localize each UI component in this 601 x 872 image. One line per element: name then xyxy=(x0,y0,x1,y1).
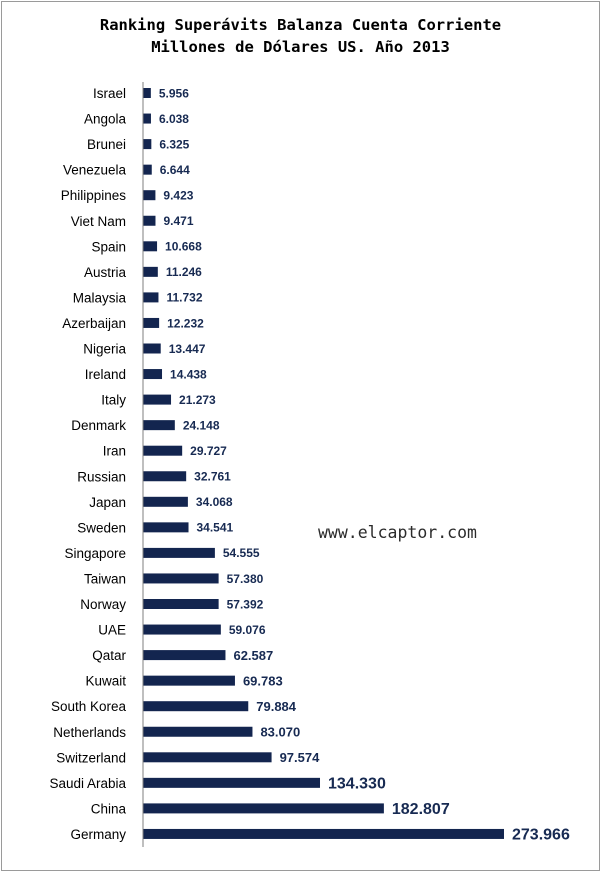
data-label: 79.884 xyxy=(256,699,297,714)
bars-layer xyxy=(143,88,504,839)
data-label: 24.148 xyxy=(183,418,220,432)
bar xyxy=(143,420,175,431)
category-label: Spain xyxy=(91,239,126,254)
chart-title: Ranking Superávits Balanza Cuenta Corrie… xyxy=(99,16,502,34)
data-label: 6.325 xyxy=(159,137,189,151)
data-label: 12.232 xyxy=(167,316,204,330)
bar xyxy=(143,573,219,584)
bar xyxy=(143,726,253,737)
category-label: Singapore xyxy=(64,546,126,561)
watermark-text: www.elcaptor.com xyxy=(318,523,477,542)
category-label: Japan xyxy=(89,495,126,510)
category-label: Kuwait xyxy=(85,674,126,689)
data-label: 57.392 xyxy=(227,597,264,611)
data-label: 97.574 xyxy=(280,750,321,765)
data-label: 14.438 xyxy=(170,367,207,381)
data-label: 6.644 xyxy=(160,163,190,177)
category-label: Qatar xyxy=(92,648,126,663)
data-label: 62.587 xyxy=(233,648,273,663)
category-label: Netherlands xyxy=(53,725,126,740)
category-label: Germany xyxy=(70,827,126,842)
bar xyxy=(143,752,272,763)
category-label: Angola xyxy=(84,112,127,127)
category-label: Ireland xyxy=(85,367,126,382)
category-label: Switzerland xyxy=(56,750,126,765)
category-label: UAE xyxy=(98,623,126,638)
chart-subtitle: Millones de Dólares US. Año 2013 xyxy=(151,38,450,56)
category-label: Viet Nam xyxy=(71,214,126,229)
bar xyxy=(143,547,215,558)
bar xyxy=(143,675,235,686)
data-label: 273.966 xyxy=(512,827,570,844)
bar xyxy=(143,266,158,277)
bar xyxy=(143,139,152,150)
data-label: 29.727 xyxy=(190,444,227,458)
data-label: 69.783 xyxy=(243,673,283,688)
bar xyxy=(143,471,187,482)
bar xyxy=(143,701,249,712)
bar xyxy=(143,650,226,661)
data-label: 5.956 xyxy=(159,86,189,100)
chart-title-block: Ranking Superávits Balanza Cuenta Corrie… xyxy=(0,14,601,58)
category-label: Azerbaijan xyxy=(62,316,126,331)
category-label: Iran xyxy=(103,444,126,459)
category-label: Sweden xyxy=(77,520,126,535)
category-label: Philippines xyxy=(61,188,127,203)
bar xyxy=(143,343,161,354)
data-label: 83.070 xyxy=(260,724,300,739)
data-label: 9.471 xyxy=(163,214,193,228)
category-label: China xyxy=(91,801,127,816)
category-label: Denmark xyxy=(71,418,126,433)
category-label: Saudi Arabia xyxy=(49,776,126,791)
bar xyxy=(143,803,384,814)
bar xyxy=(143,522,189,533)
category-label: Venezuela xyxy=(63,163,127,178)
data-label: 59.076 xyxy=(229,623,266,637)
bar xyxy=(143,164,152,175)
data-label: 34.068 xyxy=(196,495,233,509)
bar xyxy=(143,599,219,609)
bar xyxy=(143,496,188,507)
bar xyxy=(143,394,172,405)
bar xyxy=(143,88,151,98)
category-label: Taiwan xyxy=(84,571,126,586)
data-label: 13.447 xyxy=(169,342,206,356)
data-label: 134.330 xyxy=(328,776,386,793)
category-label: Italy xyxy=(101,393,126,408)
bar xyxy=(143,113,151,124)
bar xyxy=(143,624,221,635)
data-label: 9.423 xyxy=(163,189,193,203)
data-label: 54.555 xyxy=(223,546,260,560)
bar xyxy=(143,190,156,201)
category-label: Brunei xyxy=(87,137,126,152)
category-label: Austria xyxy=(84,265,127,280)
category-label: Norway xyxy=(80,597,126,612)
bar xyxy=(143,445,183,456)
category-label: South Korea xyxy=(51,699,127,714)
data-label: 11.246 xyxy=(166,265,202,279)
bar xyxy=(143,777,321,788)
bar xyxy=(143,369,163,380)
category-label: Israel xyxy=(93,86,126,101)
bar xyxy=(143,317,160,328)
data-label: 57.380 xyxy=(227,572,264,586)
category-label: Malaysia xyxy=(73,290,127,305)
bar xyxy=(143,241,158,252)
data-label: 11.732 xyxy=(166,291,202,305)
category-label: Russian xyxy=(77,469,126,484)
bar xyxy=(143,828,504,839)
bar xyxy=(143,215,156,226)
bar xyxy=(143,292,159,303)
data-label: 6.038 xyxy=(159,112,189,126)
data-label: 10.668 xyxy=(165,240,202,254)
data-label: 32.761 xyxy=(194,470,231,484)
labels-layer: Israel 5.956 Angola 6.038 Brunei 6.325 Venezue… xyxy=(49,86,570,844)
category-label: Nigeria xyxy=(83,342,126,357)
data-label: 182.807 xyxy=(392,801,450,818)
data-label: 21.273 xyxy=(179,393,216,407)
data-label: 34.541 xyxy=(197,521,234,535)
